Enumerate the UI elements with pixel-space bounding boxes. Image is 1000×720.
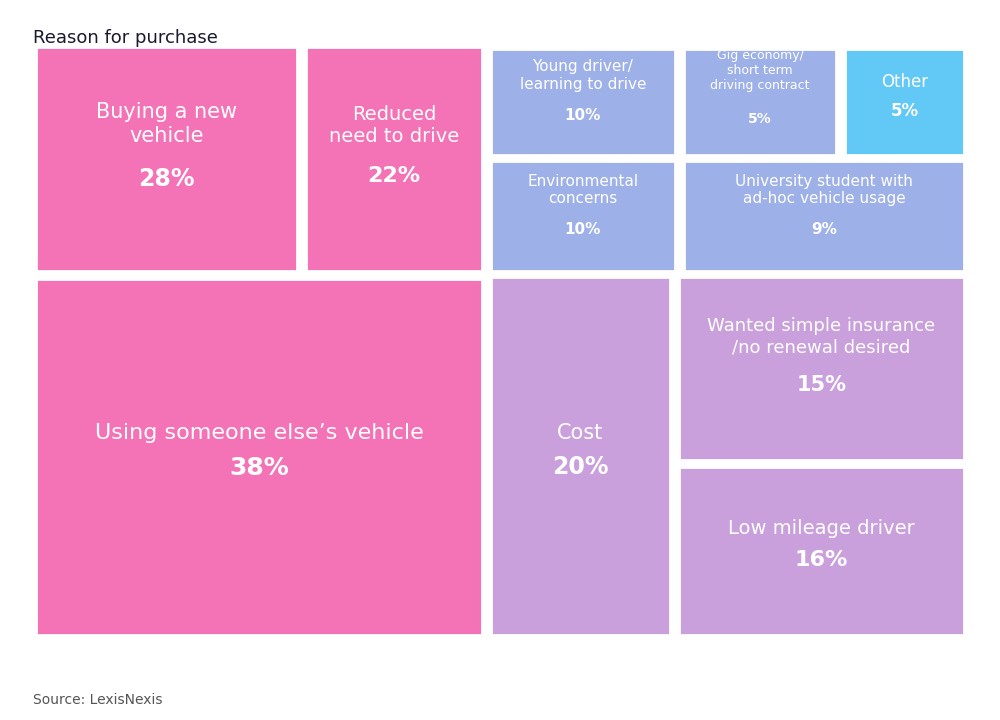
Text: Other: Other (881, 73, 928, 91)
Text: 10%: 10% (565, 108, 601, 123)
Bar (684, 49, 836, 155)
Text: Gig economy/
short term
driving contract: Gig economy/ short term driving contract (710, 50, 810, 92)
Text: Source: LexisNexis: Source: LexisNexis (33, 693, 162, 706)
Bar (491, 277, 670, 635)
Text: Buying a new
vehicle: Buying a new vehicle (96, 102, 237, 145)
Bar (36, 279, 482, 635)
Text: 15%: 15% (796, 375, 846, 395)
Text: 38%: 38% (229, 456, 289, 480)
Text: Wanted simple insurance
/no renewal desired: Wanted simple insurance /no renewal desi… (707, 318, 936, 356)
Text: 22%: 22% (367, 166, 421, 186)
Text: Low mileage driver: Low mileage driver (728, 519, 915, 538)
Text: 20%: 20% (552, 455, 609, 479)
Text: 5%: 5% (890, 102, 919, 120)
Text: Cost: Cost (557, 423, 604, 443)
Bar (679, 277, 964, 460)
Bar (679, 467, 964, 635)
Bar (491, 161, 675, 271)
Text: 5%: 5% (748, 112, 772, 126)
Bar (684, 161, 964, 271)
Bar (306, 47, 482, 271)
Text: 16%: 16% (795, 549, 848, 570)
Bar (36, 47, 297, 271)
Text: University student with
ad-hoc vehicle usage: University student with ad-hoc vehicle u… (735, 174, 913, 206)
Text: 9%: 9% (811, 222, 837, 238)
Text: Environmental
concerns: Environmental concerns (527, 174, 639, 206)
Text: 28%: 28% (138, 167, 195, 191)
Text: 10%: 10% (565, 222, 601, 238)
Text: Young driver/
learning to drive: Young driver/ learning to drive (520, 60, 646, 92)
Text: Using someone else’s vehicle: Using someone else’s vehicle (95, 423, 423, 443)
Text: Reason for purchase: Reason for purchase (33, 29, 218, 47)
Bar (845, 49, 964, 155)
Bar (491, 49, 675, 155)
Text: Reduced
need to drive: Reduced need to drive (329, 105, 459, 146)
